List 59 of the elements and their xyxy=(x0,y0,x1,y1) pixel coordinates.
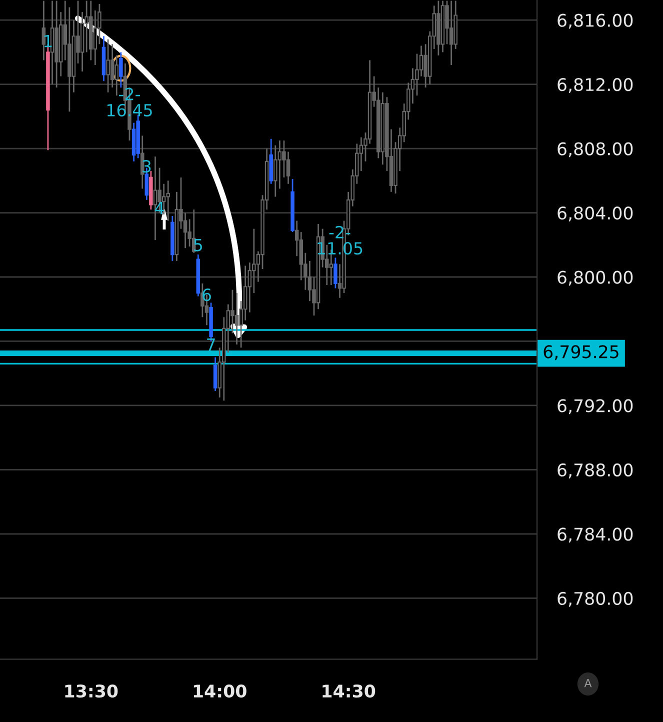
candlestick xyxy=(282,140,286,178)
y-tick-label: 6,784.00 xyxy=(558,528,633,543)
text: A xyxy=(584,678,592,688)
annotation: -2- 11.05 xyxy=(318,226,362,255)
candlestick xyxy=(243,265,248,322)
candlestick xyxy=(106,38,110,94)
candlestick xyxy=(278,140,282,190)
candlestick xyxy=(380,92,385,166)
candlestick xyxy=(299,231,304,281)
y-tick-label: 6,816.00 xyxy=(558,14,633,29)
y-tick-label: 6,780.00 xyxy=(558,592,633,607)
ref-line-label: 6,795.25 xyxy=(544,345,618,360)
y-tick-label: 6,788.00 xyxy=(558,463,633,478)
annotation: 6 xyxy=(202,288,211,302)
candlestick xyxy=(269,138,273,185)
y-tick-label: 6,812.00 xyxy=(558,78,633,93)
candlestick xyxy=(419,45,424,77)
annotation: 5 xyxy=(194,238,202,252)
candlestick xyxy=(54,0,58,88)
candlestick xyxy=(230,289,234,334)
annotation: 7 xyxy=(207,338,215,351)
candlestick xyxy=(110,43,114,88)
candlestick xyxy=(132,122,136,162)
candlestick xyxy=(119,51,123,88)
annotation: 3 xyxy=(142,160,151,173)
annotation: 4 xyxy=(155,202,164,214)
candlestick xyxy=(286,151,290,185)
candlestick xyxy=(114,54,119,96)
candlestick xyxy=(196,254,200,297)
candlestick xyxy=(183,212,188,249)
candlestick xyxy=(170,215,174,262)
y-tick-label: 6,800.00 xyxy=(558,270,633,286)
candlestick xyxy=(42,0,46,61)
candlestick xyxy=(80,11,84,72)
candlestick xyxy=(88,0,93,61)
annotation: -2- 16.45 xyxy=(107,88,152,116)
y-tick-label: 6,792.00 xyxy=(558,399,633,414)
candlestick xyxy=(174,191,179,262)
candlestick xyxy=(308,260,312,302)
candlestick xyxy=(248,262,252,314)
candlestick xyxy=(102,35,106,82)
y-tick-label: 6,808.00 xyxy=(558,142,633,158)
candlestick xyxy=(140,134,144,190)
y-tick-label: 6,804.00 xyxy=(558,206,633,222)
candlestick xyxy=(274,144,278,198)
candlestick xyxy=(72,19,76,94)
candlestick xyxy=(252,228,256,294)
candlestick xyxy=(454,0,458,50)
x-tick-label: 14:00 xyxy=(194,684,246,698)
candlestick xyxy=(376,86,380,159)
annotation: 1 xyxy=(44,35,52,48)
candlestick xyxy=(449,0,454,66)
x-tick-label: 13:30 xyxy=(65,684,118,698)
candlestick xyxy=(50,0,54,85)
candlestick xyxy=(415,53,419,96)
candlestick xyxy=(93,10,98,66)
x-tick-label: 14:30 xyxy=(322,684,376,698)
candlestick xyxy=(234,292,239,346)
candlestick xyxy=(166,180,170,222)
